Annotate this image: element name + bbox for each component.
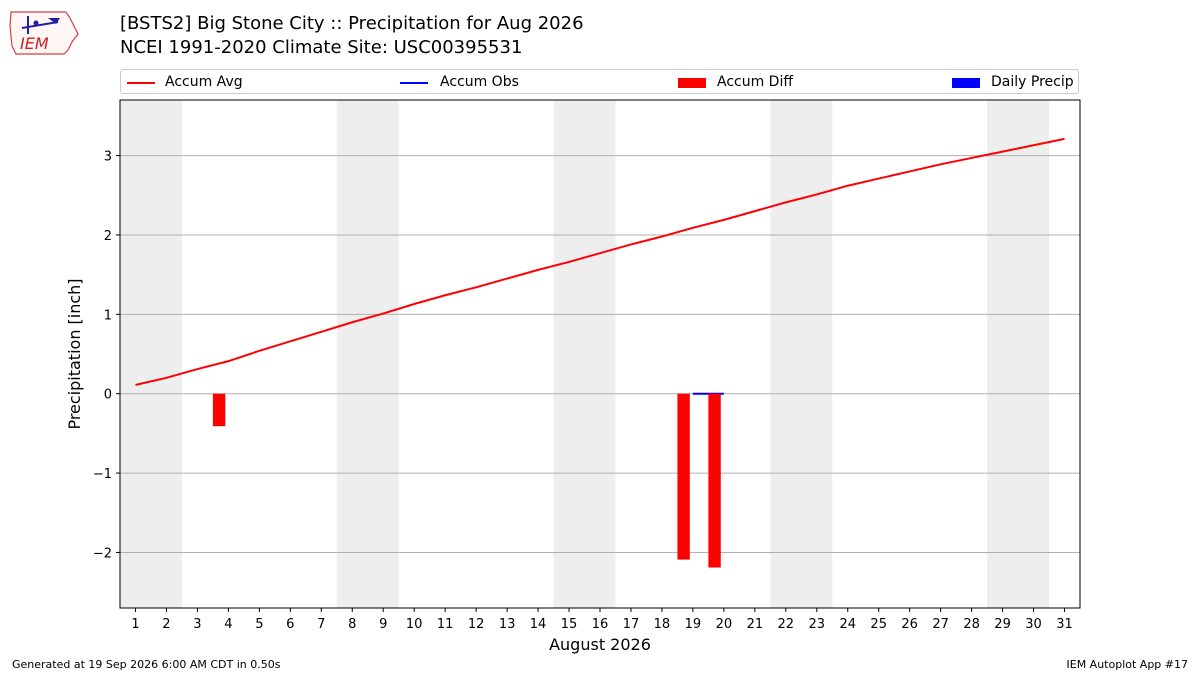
generated-footnote: Generated at 19 Sep 2026 6:00 AM CDT in … xyxy=(12,658,281,671)
x-tick-label: 31 xyxy=(1056,617,1073,632)
chart-subtitle: NCEI 1991-2020 Climate Site: USC00395531 xyxy=(120,37,523,58)
x-tick-label: 23 xyxy=(809,617,826,632)
legend-swatch-accum-obs xyxy=(400,82,428,84)
x-tick-label: 24 xyxy=(839,617,856,632)
accum-diff-bar xyxy=(708,393,721,568)
legend-swatch-accum-diff xyxy=(678,78,706,88)
y-tick-label: 0 xyxy=(104,388,112,403)
x-tick-label: 12 xyxy=(468,617,485,632)
y-tick-label: 3 xyxy=(104,150,112,165)
x-tick-label: 18 xyxy=(654,617,671,632)
x-tick-label: 26 xyxy=(901,617,918,632)
x-tick-label: 25 xyxy=(870,617,887,632)
x-tick-label: 30 xyxy=(1025,617,1042,632)
plot-frame xyxy=(119,99,1081,609)
legend: Accum Avg Accum Obs Accum Diff Daily Pre… xyxy=(120,69,1079,94)
x-tick-label: 7 xyxy=(317,617,325,632)
iem-logo: IEM xyxy=(8,6,80,58)
x-axis-label: August 2026 xyxy=(549,635,651,654)
x-tick-label: 22 xyxy=(778,617,795,632)
x-tick-label: 27 xyxy=(932,617,949,632)
x-tick-label: 28 xyxy=(963,617,980,632)
x-tick-label: 5 xyxy=(255,617,263,632)
y-axis-label: Precipitation [inch] xyxy=(65,278,84,429)
y-tick-label: 1 xyxy=(104,308,112,323)
svg-text:IEM: IEM xyxy=(20,34,49,53)
x-tick-label: 16 xyxy=(592,617,609,632)
x-tick-label: 8 xyxy=(348,617,356,632)
chart-title: [BSTS2] Big Stone City :: Precipitation … xyxy=(120,13,584,34)
y-tick-label: −1 xyxy=(93,467,112,482)
legend-swatch-accum-avg xyxy=(127,82,155,84)
weekend-band xyxy=(553,100,616,608)
x-tick-label: 4 xyxy=(224,617,232,632)
y-tick-label: −2 xyxy=(93,546,112,561)
x-tick-label: 21 xyxy=(747,617,764,632)
x-tick-label: 3 xyxy=(193,617,201,632)
x-tick-label: 6 xyxy=(286,617,294,632)
legend-label-accum-obs: Accum Obs xyxy=(440,74,519,90)
x-tick-label: 11 xyxy=(437,617,454,632)
accum-diff-bar xyxy=(677,393,690,560)
weekend-band xyxy=(120,100,182,608)
x-tick-label: 20 xyxy=(716,617,733,632)
legend-label-accum-avg: Accum Avg xyxy=(165,74,243,90)
x-tick-label: 29 xyxy=(994,617,1011,632)
weekend-band xyxy=(770,100,833,608)
x-tick-label: 15 xyxy=(561,617,578,632)
y-tick-label: 2 xyxy=(104,229,112,244)
iowa-map-logo-icon: IEM xyxy=(9,11,79,55)
x-tick-label: 9 xyxy=(379,617,387,632)
x-tick-label: 13 xyxy=(499,617,516,632)
accum-avg-line xyxy=(135,137,1065,386)
x-tick-label: 2 xyxy=(162,617,170,632)
x-tick-label: 14 xyxy=(530,617,547,632)
legend-swatch-daily-precip xyxy=(952,78,980,88)
weekend-band xyxy=(336,100,399,608)
x-tick-label: 17 xyxy=(623,617,640,632)
x-tick-label: 19 xyxy=(685,617,702,632)
weekend-band xyxy=(987,100,1050,608)
accum-diff-bar xyxy=(212,393,226,427)
legend-label-accum-diff: Accum Diff xyxy=(717,74,794,90)
x-tick-label: 10 xyxy=(406,617,423,632)
legend-label-daily-precip: Daily Precip xyxy=(991,74,1074,90)
autoplot-footnote: IEM Autoplot App #17 xyxy=(1066,658,1189,671)
x-tick-label: 1 xyxy=(131,617,139,632)
